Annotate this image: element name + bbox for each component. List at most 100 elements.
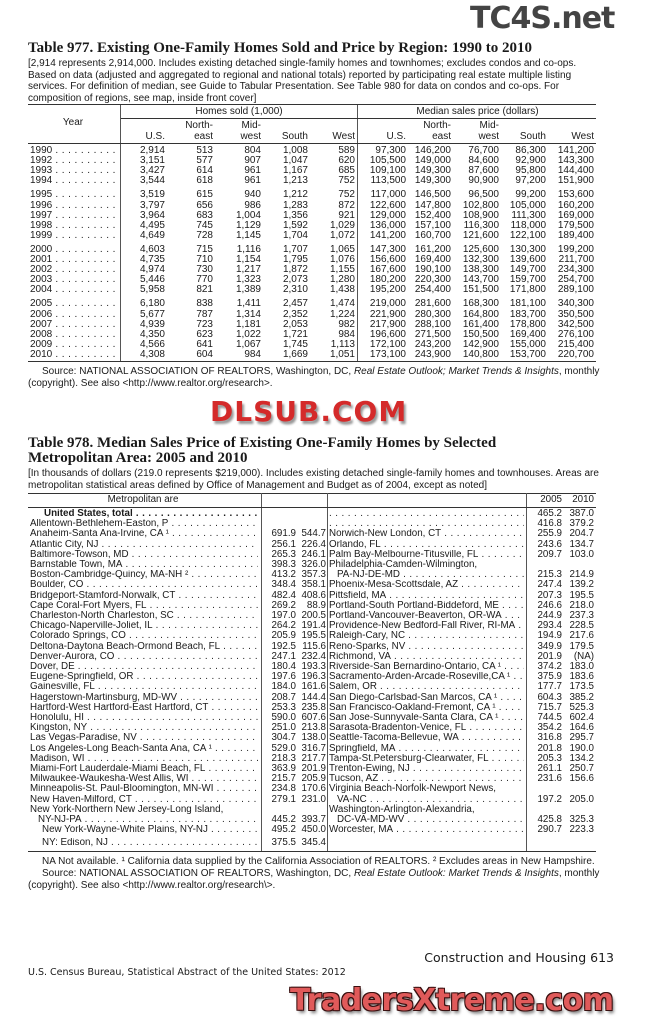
- column-header: U.S.: [386, 130, 406, 142]
- cell-value: 5,446: [139, 274, 165, 286]
- value-2005: 244.9: [537, 610, 562, 621]
- cell-value: 1,224: [329, 308, 355, 320]
- cell-value: 121,600: [462, 229, 499, 241]
- value-2010: 134.7: [569, 538, 594, 550]
- cell-value: 199,200: [557, 243, 594, 255]
- cell-value: 4,308: [139, 348, 165, 360]
- cell-value: 234,300: [557, 264, 594, 276]
- divider: [28, 143, 596, 144]
- value-2005: 691.9: [271, 528, 296, 540]
- table-978-title: Table 978. Median Sales Price of Existin…: [28, 436, 496, 466]
- cell-value: 1,592: [282, 219, 308, 231]
- cell-value: 1,155: [329, 264, 355, 276]
- cell-value: 1,065: [329, 243, 355, 255]
- column-divider: [526, 493, 527, 851]
- cell-value: 2,053: [282, 318, 308, 330]
- value-2010: 205.9: [301, 773, 326, 785]
- cell-value: 167,600: [369, 264, 406, 276]
- column-header: West: [571, 130, 594, 142]
- value-2010: 607.6: [301, 712, 326, 723]
- value-2005: 590.0: [271, 712, 296, 723]
- year-label: 1990: [30, 146, 116, 156]
- area-name: Honolulu, HI: [30, 713, 258, 723]
- cell-value: 211,700: [558, 254, 594, 265]
- value-2005: 215.3: [537, 569, 562, 581]
- cell-value: 618: [196, 175, 213, 187]
- area-name: Reno-Sparks, NV: [329, 642, 524, 652]
- year-label: 2009: [30, 340, 116, 350]
- cell-value: 723: [196, 318, 213, 330]
- value-2010: 379.2: [569, 518, 594, 530]
- area-name: Dover, DE: [30, 662, 258, 672]
- cell-value: 1,474: [329, 298, 355, 310]
- area-name: NY: Edison, NJ: [42, 838, 258, 848]
- area-name: Deltona-Daytona Beach-Ormond Beach, FL: [30, 642, 258, 652]
- cell-value: 3,151: [139, 155, 165, 167]
- value-2010: 393.7: [301, 814, 326, 825]
- cell-value: 146,500: [414, 189, 451, 201]
- column-header: west: [240, 130, 261, 142]
- cell-value: 153,600: [557, 189, 594, 201]
- value-2010: 173.5: [569, 681, 594, 693]
- table-978-note: [In thousands of dollars (219.0 represen…: [28, 468, 599, 491]
- cell-value: 986: [244, 199, 261, 211]
- area-name: San Jose-Sunnyvale-Santa Clara, CA ¹: [329, 713, 524, 723]
- area-name: San Diego-Carlsbad-San Marcos, CA ¹: [329, 693, 524, 703]
- area-name: Portland-Vancouver-Beaverton, OR-WA: [329, 611, 524, 621]
- cell-value: 86,300: [515, 145, 546, 156]
- area-name: Anaheim-Santa Ana-Irvine, CA ¹: [30, 529, 258, 539]
- cell-value: 838: [196, 298, 213, 310]
- value-2005: 261.1: [537, 763, 562, 774]
- cell-value: 615: [196, 189, 213, 201]
- divider: [28, 507, 596, 508]
- area-name: Salem, OR: [329, 682, 524, 692]
- table-977-note: [2,914 represents 2,914,000. Includes ex…: [28, 58, 577, 104]
- value-2010: 218.0: [569, 599, 594, 611]
- column-divider: [327, 493, 328, 851]
- cell-value: 1,356: [282, 209, 308, 221]
- cell-value: 178,800: [509, 318, 546, 330]
- year-label: 2008: [30, 330, 116, 340]
- cell-value: 614: [196, 165, 213, 177]
- footnote: NA Not available. ¹ California data supp…: [42, 856, 595, 867]
- value-2005: 529.0: [271, 742, 296, 754]
- value-2010: 387.0: [569, 508, 594, 519]
- year-label: 2010: [30, 350, 116, 360]
- column-header-2010: 2010: [572, 494, 594, 505]
- cell-value: 220,300: [414, 274, 451, 286]
- value-2005: 207.3: [537, 589, 562, 601]
- value-2010: 237.3: [569, 610, 594, 621]
- cell-value: 683: [196, 209, 213, 221]
- value-2010: 195.5: [301, 630, 326, 642]
- value-2010: 235.8: [301, 701, 326, 713]
- area-name: Barnstable Town, MA: [30, 560, 258, 570]
- cell-value: 105,500: [369, 155, 406, 167]
- column-header: North-: [423, 120, 451, 131]
- value-2005: 197.0: [271, 610, 296, 621]
- cell-value: 685: [338, 165, 355, 177]
- cell-value: 787: [196, 308, 213, 320]
- area-name: [329, 519, 524, 529]
- value-2010: 156.6: [569, 773, 594, 785]
- cell-value: 728: [196, 229, 213, 241]
- cell-value: 1,154: [235, 254, 261, 265]
- cell-value: 180,200: [369, 274, 406, 286]
- value-2005: 269.2: [271, 599, 296, 611]
- column-header: South: [281, 130, 308, 142]
- cell-value: 281,600: [414, 298, 451, 310]
- year-label: 1993: [30, 166, 116, 176]
- cell-value: 5,958: [139, 284, 165, 296]
- cell-value: 138,300: [462, 264, 499, 276]
- value-2010: 183.0: [569, 661, 594, 672]
- cell-value: 4,603: [139, 243, 165, 255]
- divider: [28, 493, 596, 494]
- cell-value: 2,352: [282, 308, 308, 320]
- value-2010: 316.7: [301, 742, 326, 754]
- value-2010: 223.3: [569, 824, 594, 836]
- cell-value: 2,073: [282, 274, 308, 286]
- value-2005: 192.5: [271, 640, 296, 652]
- cell-value: 1,721: [282, 328, 308, 340]
- cell-value: 1,704: [282, 229, 308, 241]
- cell-value: 125,600: [462, 243, 499, 255]
- cell-value: 961: [244, 175, 261, 187]
